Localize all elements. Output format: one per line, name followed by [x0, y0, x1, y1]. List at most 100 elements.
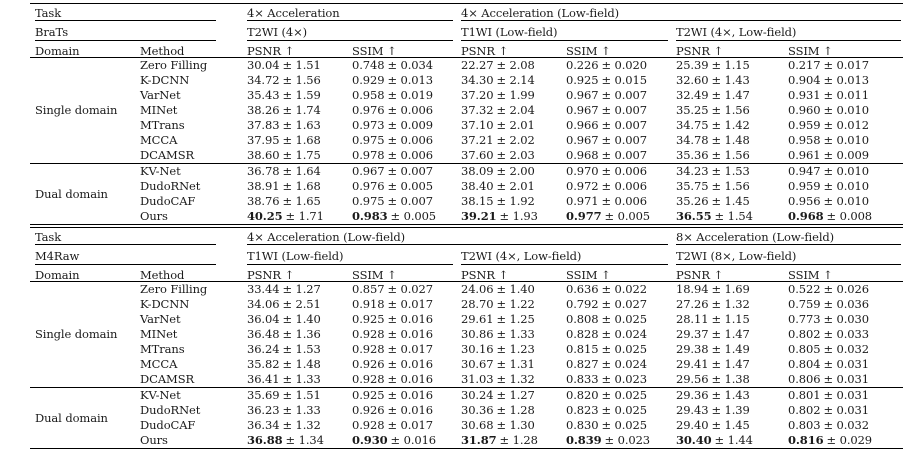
std-value: ± 0.006 — [601, 194, 647, 208]
metric-value-cell: 37.83 ± 1.63 — [247, 118, 352, 133]
mean-value: 0.931 — [788, 88, 821, 102]
mean-value: 30.04 — [247, 58, 280, 72]
std-value: ± 0.016 — [387, 312, 433, 326]
mean-value: 0.967 — [566, 88, 599, 102]
metric-value-cell: 0.226 ± 0.020 — [566, 58, 676, 73]
modality-span: T1WI (Low-field) — [247, 244, 453, 265]
mean-value: 38.26 — [247, 103, 280, 117]
mean-value: 0.839 — [566, 433, 602, 447]
column-header: SSIM ↑ — [788, 44, 833, 58]
modality-span-label: BraTs — [35, 25, 69, 39]
mean-value: 36.48 — [247, 327, 280, 341]
metric-value-cell: 30.40 ± 1.44 — [676, 433, 788, 448]
results-table-brats: Task 4× Acceleration 4× Acceleration (Low-… — [30, 3, 903, 225]
column-header: SSIM ↑ — [788, 268, 833, 282]
metric-value-cell: 29.43 ± 1.39 — [676, 403, 788, 418]
metric-value-cell: 0.959 ± 0.010 — [788, 179, 903, 194]
metric-value-cell: 38.76 ± 1.65 — [247, 194, 352, 209]
domain-label: Dual domain — [35, 186, 108, 201]
std-value: ± 0.010 — [823, 103, 869, 117]
std-value: ± 1.56 — [711, 148, 750, 162]
std-value: ± 0.010 — [823, 179, 869, 193]
mean-value: 0.959 — [788, 179, 821, 193]
std-value: ± 1.33 — [496, 327, 535, 341]
std-value: ± 0.023 — [604, 433, 651, 447]
modality-span: T2WI (4×) — [247, 20, 453, 41]
mean-value: 0.759 — [788, 297, 821, 311]
std-value: ± 1.42 — [711, 118, 750, 132]
std-value: ± 0.025 — [601, 312, 647, 326]
metric-value-cell: 0.928 ± 0.017 — [352, 418, 461, 433]
column-header: PSNR ↑ — [461, 44, 509, 58]
metric-value-cell: 0.958 ± 0.010 — [788, 133, 903, 148]
std-value: ± 1.27 — [496, 388, 535, 402]
metric-value-cell: 0.967 ± 0.007 — [566, 88, 676, 103]
metric-value-cell: 35.82 ± 1.48 — [247, 357, 352, 372]
metric-value-cell: 29.56 ± 1.38 — [676, 372, 788, 387]
mean-value: 37.21 — [461, 133, 494, 147]
column-header: PSNR ↑ — [247, 44, 295, 58]
mean-value: 0.928 — [352, 372, 385, 386]
metric-value-cell: 0.977 ± 0.005 — [566, 209, 676, 224]
mean-value: 35.82 — [247, 357, 280, 371]
mean-value: 0.804 — [788, 357, 821, 371]
mean-value: 34.72 — [247, 73, 280, 87]
column-header-row: Domain Method PSNR ↑ SSIM ↑ PSNR ↑ SSIM ↑ PSNR… — [30, 41, 903, 58]
column-header: Method — [140, 268, 185, 282]
metric-value-cell: 29.38 ± 1.49 — [676, 342, 788, 357]
method-cell: VarNet — [140, 312, 181, 326]
metric-value-cell: 32.49 ± 1.47 — [676, 88, 788, 103]
std-value: ± 0.017 — [387, 342, 433, 356]
std-value: ± 0.009 — [823, 148, 869, 162]
mean-value: 29.41 — [676, 357, 709, 371]
std-value: ± 1.23 — [496, 342, 535, 356]
metric-value-cell: 38.40 ± 2.01 — [461, 179, 566, 194]
metric-value-cell: 0.830 ± 0.025 — [566, 418, 676, 433]
mean-value: 34.23 — [676, 164, 709, 178]
mean-value: 0.928 — [352, 418, 385, 432]
mean-value: 22.27 — [461, 58, 494, 72]
mean-value: 32.60 — [676, 73, 709, 87]
metric-value-cell: 37.21 ± 2.02 — [461, 133, 566, 148]
column-header: PSNR ↑ — [461, 268, 509, 282]
metric-value-cell: 35.26 ± 1.45 — [676, 194, 788, 209]
std-value: ± 1.33 — [282, 403, 321, 417]
mean-value: 38.40 — [461, 179, 494, 193]
mean-value: 0.808 — [566, 312, 599, 326]
metric-value-cell: 34.78 ± 1.48 — [676, 133, 788, 148]
metric-value-cell: 0.857 ± 0.027 — [352, 282, 461, 297]
std-value: ± 0.006 — [601, 164, 647, 178]
mean-value: 27.26 — [676, 297, 709, 311]
mean-value: 29.56 — [676, 372, 709, 386]
method-cell: K-DCNN — [140, 297, 190, 311]
column-header: SSIM ↑ — [352, 268, 397, 282]
std-value: ± 0.010 — [823, 194, 869, 208]
metric-value-cell: 29.61 ± 1.25 — [461, 312, 566, 327]
std-value: ± 1.28 — [496, 403, 535, 417]
metric-value-cell: 0.931 ± 0.011 — [788, 88, 903, 103]
std-value: ± 0.017 — [387, 297, 433, 311]
mean-value: 30.36 — [461, 403, 494, 417]
std-value: ± 0.031 — [823, 372, 869, 386]
std-value: ± 0.033 — [823, 327, 869, 341]
metric-value-cell: 0.958 ± 0.019 — [352, 88, 461, 103]
metric-value-cell: 0.925 ± 0.015 — [566, 73, 676, 88]
metric-value-cell: 36.34 ± 1.32 — [247, 418, 352, 433]
method-cell: Zero Filling — [140, 282, 208, 296]
std-value: ± 1.93 — [499, 209, 538, 223]
mean-value: 0.975 — [352, 133, 385, 147]
task-span-label: 4× Acceleration (Low-field) — [461, 6, 620, 20]
std-value: ± 0.007 — [387, 164, 433, 178]
mean-value: 29.61 — [461, 312, 494, 326]
metric-value-cell: 35.25 ± 1.56 — [676, 103, 788, 118]
mean-value: 29.38 — [676, 342, 709, 356]
std-value: ± 0.027 — [387, 282, 433, 296]
mean-value: 0.792 — [566, 297, 599, 311]
std-value: ± 0.036 — [823, 297, 869, 311]
mean-value: 29.43 — [676, 403, 709, 417]
std-value: ± 2.01 — [496, 179, 535, 193]
mean-value: 35.75 — [676, 179, 709, 193]
modality-span-label: T2WI (8×, Low-field) — [676, 249, 797, 263]
column-header: SSIM ↑ — [566, 44, 611, 58]
metric-value-cell: 0.801 ± 0.031 — [788, 388, 903, 403]
